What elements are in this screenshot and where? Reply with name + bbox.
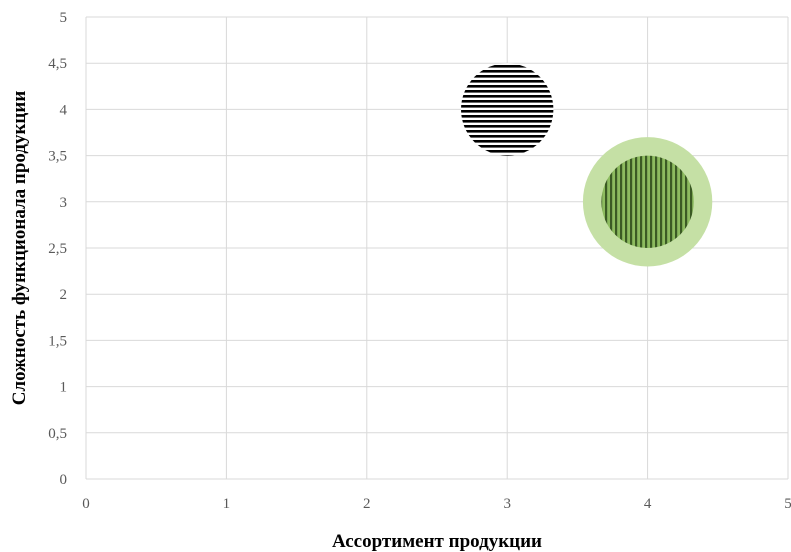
y-tick-label: 3,5 xyxy=(48,149,67,165)
y-tick-label: 1 xyxy=(60,380,68,396)
y-tick-label: 5 xyxy=(60,10,68,26)
x-axis-title: Ассортимент продукции xyxy=(332,531,542,552)
bubble-3 xyxy=(601,155,694,248)
y-tick-label: 0 xyxy=(60,472,68,488)
y-tick-label: 0,5 xyxy=(48,426,67,442)
x-tick-label: 0 xyxy=(82,496,90,512)
y-tick-label: 3 xyxy=(60,195,68,211)
y-tick-label: 1,5 xyxy=(48,333,67,349)
y-tick-label: 2 xyxy=(60,287,68,303)
y-tick-labels: 0 0,5 1 1,5 2 2,5 3 3,5 4 4,5 5 xyxy=(48,10,67,488)
x-tick-label: 5 xyxy=(784,496,791,512)
x-tick-label: 4 xyxy=(644,496,652,512)
y-tick-label: 4 xyxy=(60,102,68,118)
x-tick-label: 2 xyxy=(363,496,371,512)
y-tick-label: 4,5 xyxy=(48,56,67,72)
bubble-1 xyxy=(461,63,554,156)
x-tick-label: 1 xyxy=(223,496,231,512)
x-tick-labels: 0 1 2 3 4 5 xyxy=(82,496,791,512)
bubbles xyxy=(461,63,713,267)
x-tick-label: 3 xyxy=(503,496,511,512)
y-tick-label: 2,5 xyxy=(48,241,67,257)
y-axis-title: Сложность функционала продукции xyxy=(9,91,30,406)
